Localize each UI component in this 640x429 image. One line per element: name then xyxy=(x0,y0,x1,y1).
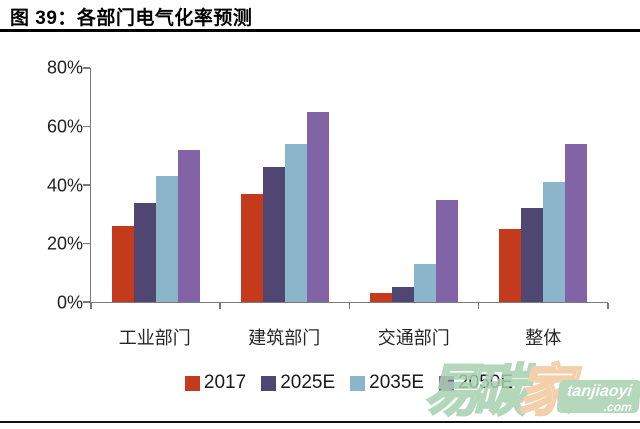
y-tick-label: 0% xyxy=(56,292,83,313)
figure-title: 图 39：各部门电气化率预测 xyxy=(10,8,253,29)
bar-2025E-建筑部门 xyxy=(262,167,285,302)
bar-2025E-交通部门 xyxy=(392,287,415,302)
y-tick-label: 40% xyxy=(46,175,83,195)
chart-legend: 2017 2025E 2035E 2050E xyxy=(90,372,608,394)
legend-label: 2025E xyxy=(280,372,336,393)
legend-swatch xyxy=(261,375,277,391)
legend-label: 2017 xyxy=(203,372,247,393)
bar-2025E-整体 xyxy=(521,208,544,302)
x-tick-mark xyxy=(219,303,221,309)
x-tick-mark xyxy=(607,303,609,309)
bar-2017-交通部门 xyxy=(370,293,393,302)
y-tick-mark xyxy=(83,184,90,186)
legend-item: 2017 xyxy=(184,372,247,394)
bar-group xyxy=(220,68,349,302)
bar-2025E-工业部门 xyxy=(133,202,156,302)
bar-2035E-交通部门 xyxy=(414,263,437,302)
x-category-label: 交通部门 xyxy=(377,328,450,348)
bar-2017-工业部门 xyxy=(111,225,134,302)
y-tick-mark xyxy=(83,242,90,244)
y-axis-labels: 0% 20% 40% 60% 80% xyxy=(0,58,83,313)
bar-group xyxy=(479,68,608,302)
x-tick-mark xyxy=(90,303,92,309)
x-category-label: 建筑部门 xyxy=(248,328,321,348)
y-tick-label: 20% xyxy=(46,233,83,254)
legend-label: 2050E xyxy=(458,372,514,393)
x-tick-mark xyxy=(477,303,480,309)
bar-group xyxy=(350,68,479,302)
legend-item: 2025E xyxy=(261,372,335,394)
bar-2035E-整体 xyxy=(543,182,566,302)
bar-2035E-建筑部门 xyxy=(284,144,307,302)
bottom-border xyxy=(0,421,640,423)
y-tick-mark xyxy=(83,301,90,303)
bar-2050E-交通部门 xyxy=(436,199,459,302)
bar-2050E-工业部门 xyxy=(177,149,200,302)
x-category-label: 工业部门 xyxy=(118,328,191,348)
legend-swatch xyxy=(439,375,455,391)
x-category-label: 整体 xyxy=(525,328,562,348)
legend-item: 2035E xyxy=(350,372,424,394)
title-underline xyxy=(0,29,640,32)
y-tick-label: 60% xyxy=(46,116,83,137)
legend-swatch xyxy=(350,375,366,391)
bar-2017-建筑部门 xyxy=(240,193,263,302)
plot-area xyxy=(83,67,609,309)
legend-swatch xyxy=(184,375,200,391)
bar-2050E-整体 xyxy=(565,144,588,302)
x-axis-labels: 工业部门 建筑部门 交通部门 整体 xyxy=(90,324,608,350)
y-tick-mark xyxy=(83,67,90,69)
legend-label: 2035E xyxy=(369,372,425,393)
legend-item: 2050E xyxy=(439,372,513,394)
x-tick-mark xyxy=(348,303,350,309)
y-tick-mark xyxy=(83,125,90,127)
bar-groups xyxy=(91,68,608,302)
y-tick-label: 80% xyxy=(46,57,83,78)
bar-2017-整体 xyxy=(499,228,522,302)
bar-group xyxy=(91,68,220,302)
watermark-domain: .com xyxy=(603,400,633,413)
bar-2035E-工业部门 xyxy=(155,176,178,302)
bar-2050E-建筑部门 xyxy=(306,111,329,302)
